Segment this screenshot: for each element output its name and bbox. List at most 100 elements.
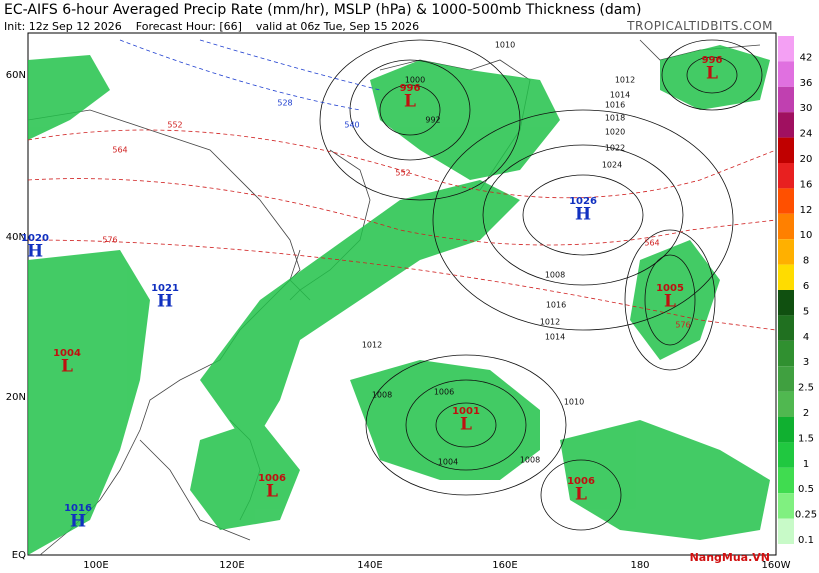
site: TROPICALTIDBITS.COM: [627, 19, 773, 33]
isobar-label: 1008: [545, 271, 565, 280]
isobar-label: 1014: [545, 333, 565, 342]
colorbar-label: 10: [800, 230, 813, 241]
thickness-label: 576: [102, 236, 117, 245]
thickness-lines: [27, 129, 777, 331]
center-value: 996: [400, 83, 421, 94]
center-letter: L: [575, 485, 587, 505]
lat-label: 60N: [6, 70, 26, 81]
isobar-label: 1004: [438, 458, 458, 467]
title: EC-AIFS 6-hour Averaged Precip Rate (mm/…: [4, 2, 642, 18]
center-letter: L: [460, 415, 472, 435]
center-value: 1006: [258, 473, 286, 484]
center-value: 1004: [53, 348, 81, 359]
isobar-label: 1008: [520, 456, 540, 465]
thickness-label: 564: [644, 239, 659, 248]
isobar-label: 1006: [434, 388, 454, 397]
colorbar-label: 24: [800, 129, 813, 140]
isobar-label: 1012: [362, 341, 382, 350]
colorbar-swatch: [778, 467, 794, 494]
center-value: 1005: [656, 283, 684, 294]
colorbar-label: 5: [803, 306, 809, 317]
colorbar-swatch: [778, 137, 794, 163]
thickness-lines-cold: [119, 39, 381, 111]
subtitle: Init: 12z Sep 12 2026 Forecast Hour: [66…: [4, 20, 419, 33]
colorbar-label: 2.5: [798, 383, 814, 394]
center-letter: L: [664, 292, 676, 312]
isobar-label: 992: [425, 116, 440, 125]
isobar-label: 1010: [495, 41, 515, 50]
colorbar-swatch: [778, 36, 794, 62]
forecast-hour: Forecast Hour: [66]: [135, 20, 242, 33]
lat-label: EQ: [12, 550, 26, 561]
colorbar-swatch: [778, 340, 794, 367]
colorbar-swatch: [778, 61, 794, 87]
colorbar-label: 16: [800, 179, 813, 190]
colorbar-label: 0.1: [798, 535, 814, 546]
colorbar-swatch: [778, 493, 794, 519]
lon-label: 160W: [762, 560, 791, 571]
lon-label: 160E: [492, 560, 517, 571]
center-letter: L: [266, 482, 278, 502]
center-letter: L: [706, 64, 718, 84]
center-value: 1001: [452, 406, 480, 417]
colorbar-label: 36: [800, 78, 813, 89]
colorbar-swatch: [778, 315, 794, 341]
thickness-label: 564: [112, 146, 127, 155]
colorbar-label: 0.5: [798, 484, 814, 495]
thickness-label: 552: [167, 121, 182, 130]
colorbar-swatch: [778, 213, 794, 240]
colorbar-swatch: [778, 112, 794, 138]
colorbar-swatch: [778, 290, 794, 316]
center-value: 1006: [567, 476, 595, 487]
colorbar-swatch: [778, 239, 794, 265]
lon-label: 100E: [83, 560, 108, 571]
thickness-label: 540: [344, 121, 359, 130]
colorbar-label: 6: [803, 281, 809, 292]
center-letter: H: [27, 242, 43, 262]
center-letter: H: [575, 205, 591, 225]
center-letter: H: [157, 292, 173, 312]
lat-label: 40N: [6, 232, 26, 243]
colorbar-swatch: [778, 518, 794, 544]
colorbar-label: 4: [803, 332, 809, 343]
thickness-label: 528: [277, 99, 292, 108]
colorbar-label: 0.25: [795, 510, 817, 521]
isobar-label: 1008: [372, 391, 392, 400]
colorbar-label: 20: [800, 154, 813, 165]
colorbar-swatch: [778, 442, 794, 468]
isobar-label: 1014: [610, 91, 630, 100]
colorbar-swatch: [778, 264, 794, 290]
colorbar-swatch: [778, 391, 794, 417]
isobar-label: 1024: [602, 161, 622, 170]
isobar-label: 1000: [405, 76, 425, 85]
colorbar-label: 12: [800, 205, 813, 216]
lon-label: 140E: [357, 560, 382, 571]
colorbar-swatch: [778, 417, 794, 443]
isobars: [319, 39, 763, 531]
colorbar-label: 1: [803, 459, 809, 470]
isobar-label: 1010: [564, 398, 584, 407]
thickness-label: 552: [395, 169, 410, 178]
isobar-label: 1012: [540, 318, 560, 327]
center-letter: L: [404, 92, 416, 112]
center-value: 996: [702, 55, 723, 66]
center-letter: L: [61, 357, 73, 377]
colorbar-swatch: [778, 86, 794, 113]
isobar-label: 1022: [605, 144, 625, 153]
isobar-label: 1020: [605, 128, 625, 137]
colorbar-label: 3: [803, 357, 809, 368]
isobar-label: 1016: [546, 301, 566, 310]
valid-time: valid at 06z Tue, Sep 15 2026: [255, 20, 420, 33]
isobar-label: 1012: [615, 76, 635, 85]
center-value: 1020: [21, 233, 49, 244]
center-value: 1021: [151, 283, 179, 294]
init: Init: 12z Sep 12 2026: [4, 20, 122, 33]
lon-label: 180: [630, 560, 649, 571]
isobar-label: 1016: [605, 101, 625, 110]
colorbar-swatch: [778, 163, 794, 189]
center-letter: H: [70, 512, 86, 532]
isobar-label: 1018: [605, 114, 625, 123]
colorbar-label: 42: [800, 52, 813, 63]
watermark: NangMua.VN: [690, 551, 770, 564]
